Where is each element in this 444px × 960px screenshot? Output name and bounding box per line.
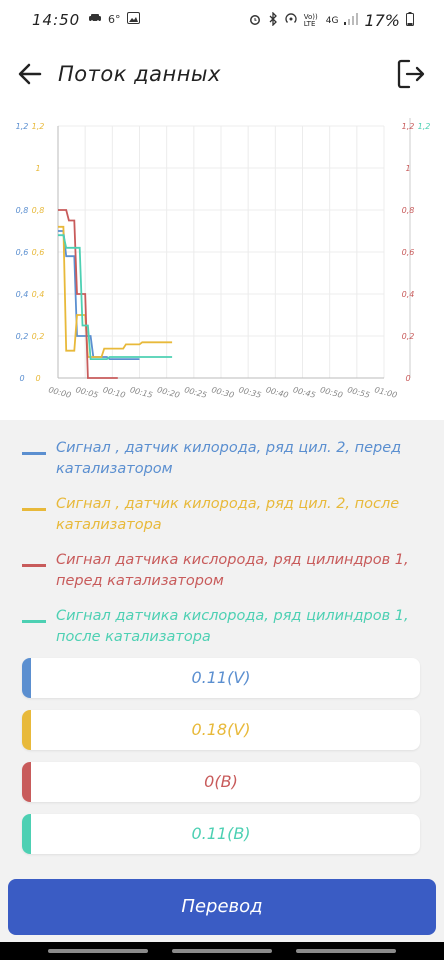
value-color-bar (22, 710, 31, 750)
y-tick-label-red: 0 (405, 374, 410, 383)
value-text: 0.18(V) (191, 720, 251, 739)
series-line (58, 230, 140, 360)
y-tick-label-yellow: 0,6 (32, 248, 45, 257)
y-tick-label-red: 0,4 (402, 290, 415, 299)
value-card: 0.11(V) (22, 658, 420, 698)
value-color-bar (22, 658, 31, 698)
y-tick-label-blue: 0,8 (16, 206, 29, 215)
legend-swatch (22, 452, 46, 455)
nav-home-handle[interactable] (172, 949, 272, 953)
alarm-icon (248, 12, 262, 30)
value-card: 0.11(B) (22, 814, 420, 854)
legend-label: Сигнал датчика кислорода, ряд цилиндров … (56, 552, 409, 589)
y-tick-label-red: 0,8 (402, 206, 415, 215)
battery-text: 17% (364, 11, 400, 30)
hotspot-icon (284, 12, 298, 30)
exit-icon[interactable] (396, 58, 426, 90)
line-chart: 0 0 00,2 0,2 0,20,4 0,4 0,40,6 0,6 0,60,8 0,8 0,81… (16, 118, 431, 400)
series-line (58, 225, 173, 358)
y-tick-label-teal: 1,2 (418, 122, 431, 131)
status-temp: 6° (108, 13, 121, 26)
x-tick-label: 00:55 (346, 385, 371, 400)
back-arrow-icon[interactable] (16, 60, 44, 88)
nav-back-handle[interactable] (296, 949, 396, 953)
status-bar: 14:50 6° Vo)) LTE 4G 17% (0, 0, 444, 40)
y-tick-label-blue: 0,4 (16, 290, 29, 299)
y-tick-label-yellow: 0 (35, 374, 40, 383)
value-color-bar (22, 762, 31, 802)
bluetooth-icon (268, 10, 278, 30)
x-tick-label: 00:25 (183, 385, 208, 400)
battery-icon (406, 11, 414, 30)
system-nav-bar (0, 942, 444, 960)
x-tick-label: 00:45 (292, 385, 317, 400)
x-tick-label: 00:15 (129, 385, 154, 400)
image-icon (126, 12, 140, 27)
value-text: 0.11(V) (191, 668, 251, 687)
y-tick-label-blue: 0,6 (16, 248, 29, 257)
legend-label: Сигнал , датчик килорода, ряд цил. 2, по… (56, 496, 400, 533)
status-time: 14:50 (32, 11, 81, 29)
car-icon (88, 13, 102, 26)
translate-button[interactable]: Перевод (8, 879, 436, 935)
y-tick-label-yellow: 1 (35, 164, 40, 173)
nav-recent-handle[interactable] (48, 949, 148, 953)
volte-label: Vo)) LTE (303, 12, 318, 28)
network-label: 4G (325, 15, 339, 26)
signal-icon (344, 12, 359, 29)
legend-label: Сигнал датчика кислорода, ряд цилиндров … (56, 608, 409, 645)
y-tick-label-red: 1,2 (402, 122, 415, 131)
y-tick-label-yellow: 0,2 (32, 332, 45, 341)
x-tick-label: 00:35 (238, 385, 263, 400)
x-tick-label: 00:40 (265, 385, 290, 400)
x-tick-label: 00:05 (75, 385, 100, 400)
y-tick-label-red: 0,6 (402, 248, 415, 257)
x-tick-label: 00:00 (47, 385, 72, 400)
y-tick-label-blue: 0 (19, 374, 24, 383)
y-tick-label-red: 1 (405, 164, 410, 173)
x-tick-label: 01:00 (373, 385, 398, 400)
legend-label: Сигнал , датчик килорода, ряд цил. 2, пе… (56, 440, 402, 477)
page-title: Поток данных (58, 62, 221, 86)
x-tick-label: 00:30 (210, 385, 235, 400)
x-tick-label: 00:20 (156, 385, 181, 400)
app-header: Поток данных (0, 40, 444, 110)
legend-swatch (22, 620, 46, 623)
y-tick-label-blue: 1,2 (16, 122, 29, 131)
legend-swatch (22, 508, 46, 511)
legend-swatch (22, 564, 46, 567)
value-text: 0.11(B) (191, 824, 251, 843)
x-tick-label: 00:50 (319, 385, 344, 400)
series-line (58, 234, 173, 360)
value-card: 0(B) (22, 762, 420, 802)
chart-panel: 0 0 0 0,2 0,2 0,2 0,4 0,4 0,4 0,6 0,6 0,6 0,8 0,8 0,8 1… (0, 110, 444, 420)
value-text: 0(B) (204, 772, 238, 791)
value-color-bar (22, 814, 31, 854)
x-tick-label: 00:10 (102, 385, 127, 400)
y-tick-label-red: 0,2 (402, 332, 415, 341)
y-tick-label-yellow: 1,2 (32, 122, 45, 131)
value-card: 0.18(V) (22, 710, 420, 750)
y-tick-label-yellow: 0,4 (32, 290, 45, 299)
y-tick-label-blue: 0,2 (16, 332, 29, 341)
y-tick-label-yellow: 0,8 (32, 206, 45, 215)
